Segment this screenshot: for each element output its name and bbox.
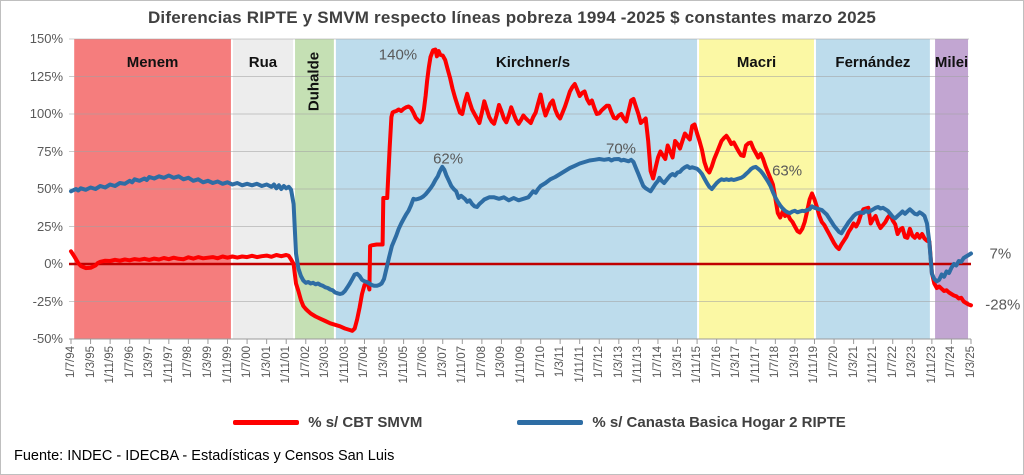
series-line-canasta-ripte <box>69 157 973 296</box>
legend: % s/ CBT SMVM % s/ Canasta Basica Hogar … <box>1 414 1023 431</box>
chart-title: Diferencias RIPTE y SMVM respecto líneas… <box>147 8 877 27</box>
series-line-cbt-smvm <box>69 47 973 333</box>
legend-line-blue-icon <box>517 420 584 425</box>
legend-item-cbt-smvm: % s/ CBT SMVM <box>233 414 422 431</box>
legend-label-cbt-smvm: % s/ CBT SMVM <box>308 414 423 431</box>
source-note: Fuente: INDEC - IDECBA - Estadísticas y … <box>14 448 395 464</box>
legend-line-red-icon <box>233 420 300 425</box>
legend-item-canasta-ripte: % s/ Canasta Basica Hogar 2 RIPTE <box>517 414 846 431</box>
legend-label-canasta-ripte: % s/ Canasta Basica Hogar 2 RIPTE <box>592 414 846 431</box>
